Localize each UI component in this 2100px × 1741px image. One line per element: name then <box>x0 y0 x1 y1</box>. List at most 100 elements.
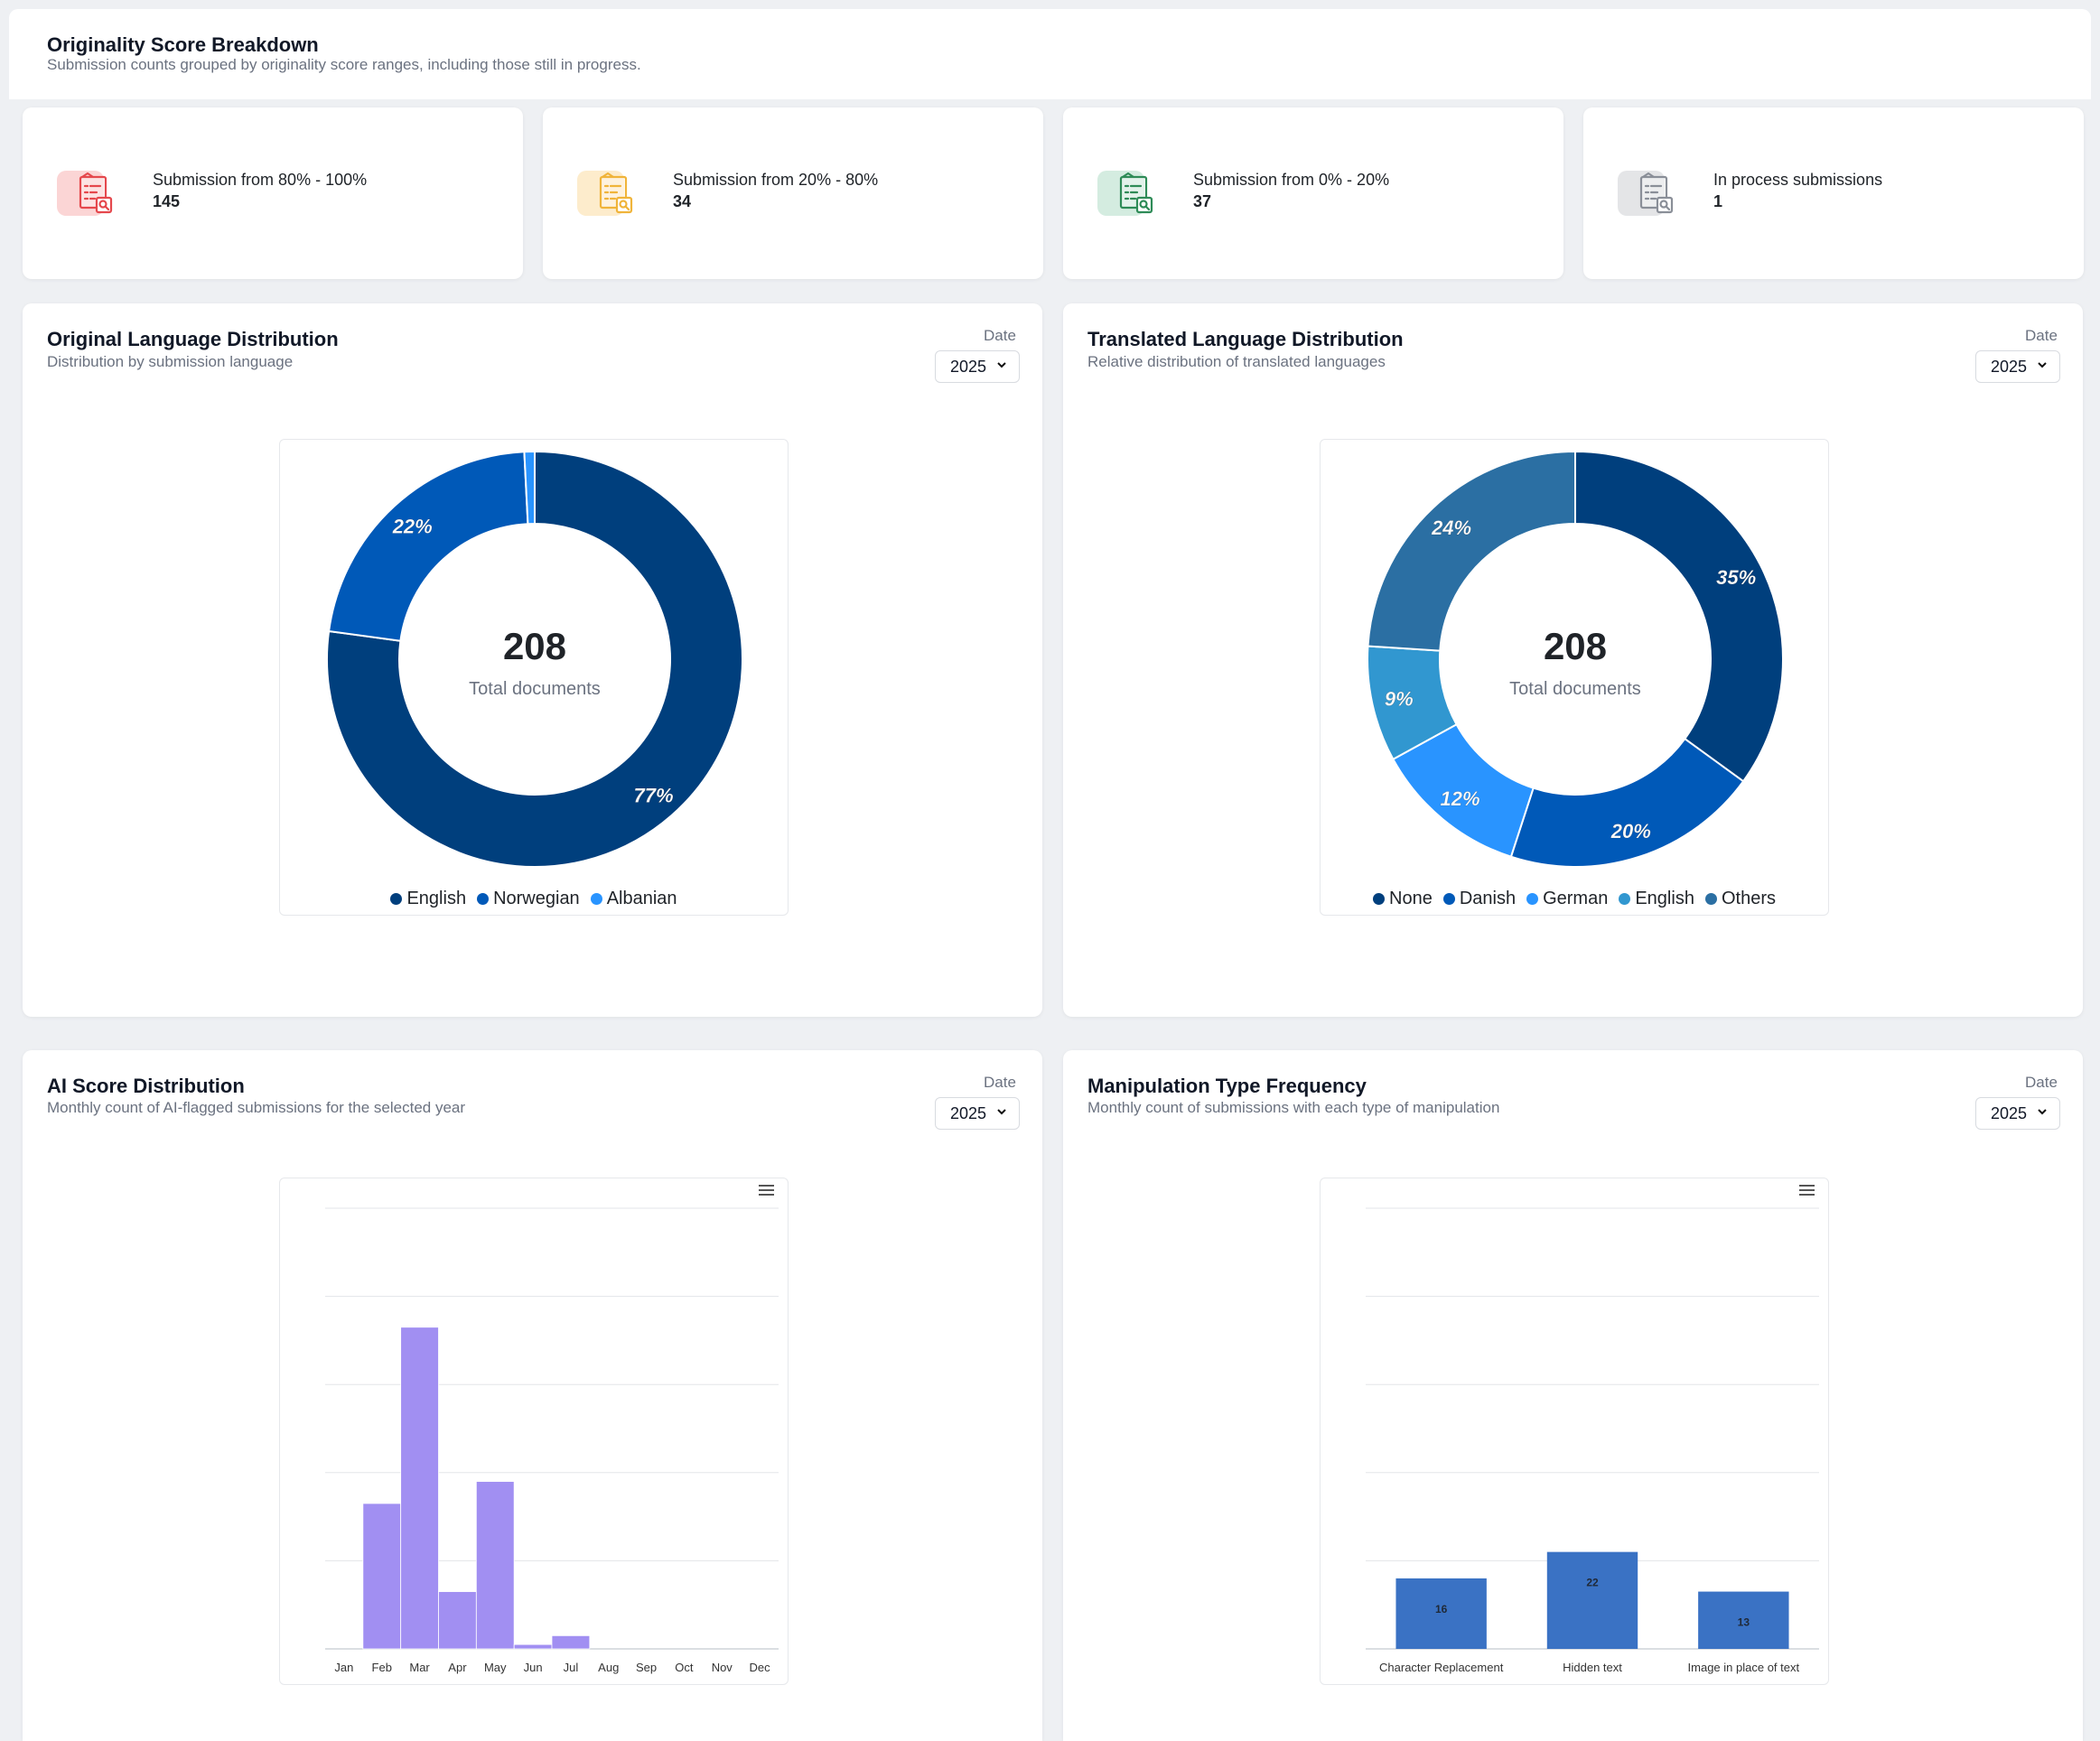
document-search-icon <box>1618 171 1674 216</box>
legend-label: Danish <box>1459 889 1517 908</box>
year-select-value: 2025 <box>950 1103 987 1122</box>
ai-score-subtitle: Monthly count of AI-flagged submissions … <box>47 1099 466 1116</box>
x-tick-label: Aug <box>598 1661 619 1674</box>
donut-center-label: Total documents <box>1509 679 1641 699</box>
breakdown-header <box>9 9 2091 99</box>
year-select-value: 2025 <box>1991 357 2028 376</box>
ai-score-card: AI Score Distribution Monthly count of A… <box>23 1050 1042 1741</box>
document-search-icon <box>1097 171 1153 216</box>
year-select[interactable]: 2025 <box>935 350 1020 383</box>
chevron-down-icon <box>997 362 1006 368</box>
bar-hidden-text[interactable] <box>1546 1551 1638 1649</box>
donut-data-label: 77% <box>634 785 674 807</box>
x-tick-label: Mar <box>409 1661 430 1674</box>
bar-jul[interactable] <box>551 1634 591 1650</box>
year-select[interactable]: 2025 <box>935 1097 1020 1130</box>
donut-data-label: 24% <box>1431 517 1471 539</box>
stat-label: In process submissions <box>1713 171 1883 189</box>
year-select[interactable]: 2025 <box>1975 350 2060 383</box>
bar-character-replacement[interactable] <box>1395 1578 1487 1649</box>
x-tick-label: Oct <box>675 1661 694 1674</box>
x-tick-label: Apr <box>448 1661 467 1674</box>
bar-feb[interactable] <box>362 1503 402 1650</box>
donut-data-label: 9% <box>1385 688 1414 711</box>
stat-card: In process submissions 1 <box>1583 107 2084 279</box>
breakdown-title: Originality Score Breakdown <box>47 33 319 56</box>
translated-language-subtitle: Relative distribution of translated lang… <box>1087 353 1386 370</box>
original-language-chart: 77% 22% 208 Total documents English Norwegia… <box>279 439 789 916</box>
legend-item[interactable]: Albanian <box>590 889 677 909</box>
ai-score-title: AI Score Distribution <box>47 1075 245 1097</box>
legend-marker <box>1526 893 1539 905</box>
year-select[interactable]: 2025 <box>1975 1097 2060 1130</box>
legend-label: Others <box>1721 889 1776 908</box>
donut-center-label: Total documents <box>469 679 601 699</box>
chevron-down-icon <box>2038 362 2047 368</box>
original-language-title: Original Language Distribution <box>47 328 339 350</box>
legend-label: German <box>1543 889 1609 908</box>
legend-item[interactable]: Danish <box>1442 889 1517 909</box>
x-tick-label: Feb <box>372 1661 392 1674</box>
stat-label: Submission from 0% - 20% <box>1193 171 1390 189</box>
x-tick-label: Character Replacement <box>1379 1661 1504 1674</box>
stat-value: 145 <box>153 192 181 210</box>
date-label: Date <box>984 327 1016 344</box>
donut-center-value: 208 <box>1544 625 1607 667</box>
date-label: Date <box>984 1074 1016 1091</box>
stat-value: 34 <box>673 192 692 210</box>
legend-item[interactable]: Norwegian <box>477 889 580 909</box>
original-language-donut: 77% 22% 208 Total documents <box>326 450 743 868</box>
donut-slice-none[interactable] <box>1574 450 1784 783</box>
donut-data-label: 35% <box>1716 566 1756 589</box>
stat-value: 1 <box>1713 192 1723 210</box>
legend-marker <box>1373 893 1386 905</box>
original-language-subtitle: Distribution by submission language <box>47 353 294 370</box>
manipulation-bar-chart: 16 Character Replacement 22 Hidden text 13 Im… <box>1366 1185 1819 1674</box>
bar-apr[interactable] <box>438 1591 477 1650</box>
legend-label: None <box>1389 889 1433 908</box>
x-tick-label: Jan <box>334 1661 353 1674</box>
legend-label: English <box>406 889 467 908</box>
chart-menu-icon[interactable] <box>1799 1185 1815 1196</box>
legend-marker <box>390 893 403 905</box>
donut-slice-english[interactable] <box>326 450 743 868</box>
legend-item[interactable]: None <box>1373 889 1433 909</box>
x-tick-label: Hidden text <box>1563 1661 1622 1674</box>
year-select-value: 2025 <box>950 357 987 376</box>
donut-slice-others[interactable] <box>1367 450 1576 652</box>
legend-label: English <box>1635 889 1694 908</box>
chevron-down-icon <box>997 1109 1006 1115</box>
translated-language-title: Translated Language Distribution <box>1087 328 1404 350</box>
x-tick-label: Sep <box>636 1661 657 1674</box>
legend-item[interactable]: English <box>1619 889 1694 909</box>
manipulation-chart: 16 Character Replacement 22 Hidden text 13 Im… <box>1320 1178 1829 1685</box>
donut-data-label: 12% <box>1440 787 1479 810</box>
stat-label: Submission from 80% - 100% <box>153 171 368 189</box>
translated-language-legend: None Danish German English Others <box>1321 889 1828 909</box>
stat-card: Submission from 0% - 20% 37 <box>1063 107 1563 279</box>
donut-slice-norwegian[interactable] <box>327 451 529 642</box>
legend-item[interactable]: English <box>390 889 466 909</box>
translated-language-card: Translated Language Distribution Relativ… <box>1063 303 2083 1017</box>
legend-marker <box>590 893 602 905</box>
legend-marker <box>1619 893 1631 905</box>
manipulation-title: Manipulation Type Frequency <box>1087 1075 1367 1097</box>
legend-item[interactable]: Others <box>1704 889 1776 909</box>
bar-may[interactable] <box>475 1481 515 1650</box>
stat-card: Submission from 20% - 80% 34 <box>543 107 1043 279</box>
ai-score-chart: Jan Feb Mar Apr May Jun Jul Aug Sep Oct Nov Dec <box>279 1178 789 1685</box>
bar-mar[interactable] <box>400 1327 439 1650</box>
bar-image-in-place-of-text[interactable] <box>1698 1591 1789 1649</box>
bar-jun[interactable] <box>513 1643 553 1650</box>
legend-marker <box>477 893 490 905</box>
stat-card: Submission from 80% - 100% 145 <box>23 107 523 279</box>
donut-slice-albanian[interactable] <box>523 450 536 526</box>
donut-center-value: 208 <box>503 625 566 667</box>
donut-slice-danish[interactable] <box>1509 737 1745 868</box>
legend-item[interactable]: German <box>1526 889 1608 909</box>
chart-menu-icon[interactable] <box>759 1185 774 1196</box>
bar-data-label: 13 <box>1738 1616 1750 1629</box>
manipulation-card: Manipulation Type Frequency Monthly coun… <box>1063 1050 2083 1741</box>
legend-label: Norwegian <box>493 889 580 908</box>
document-search-icon <box>57 171 113 216</box>
